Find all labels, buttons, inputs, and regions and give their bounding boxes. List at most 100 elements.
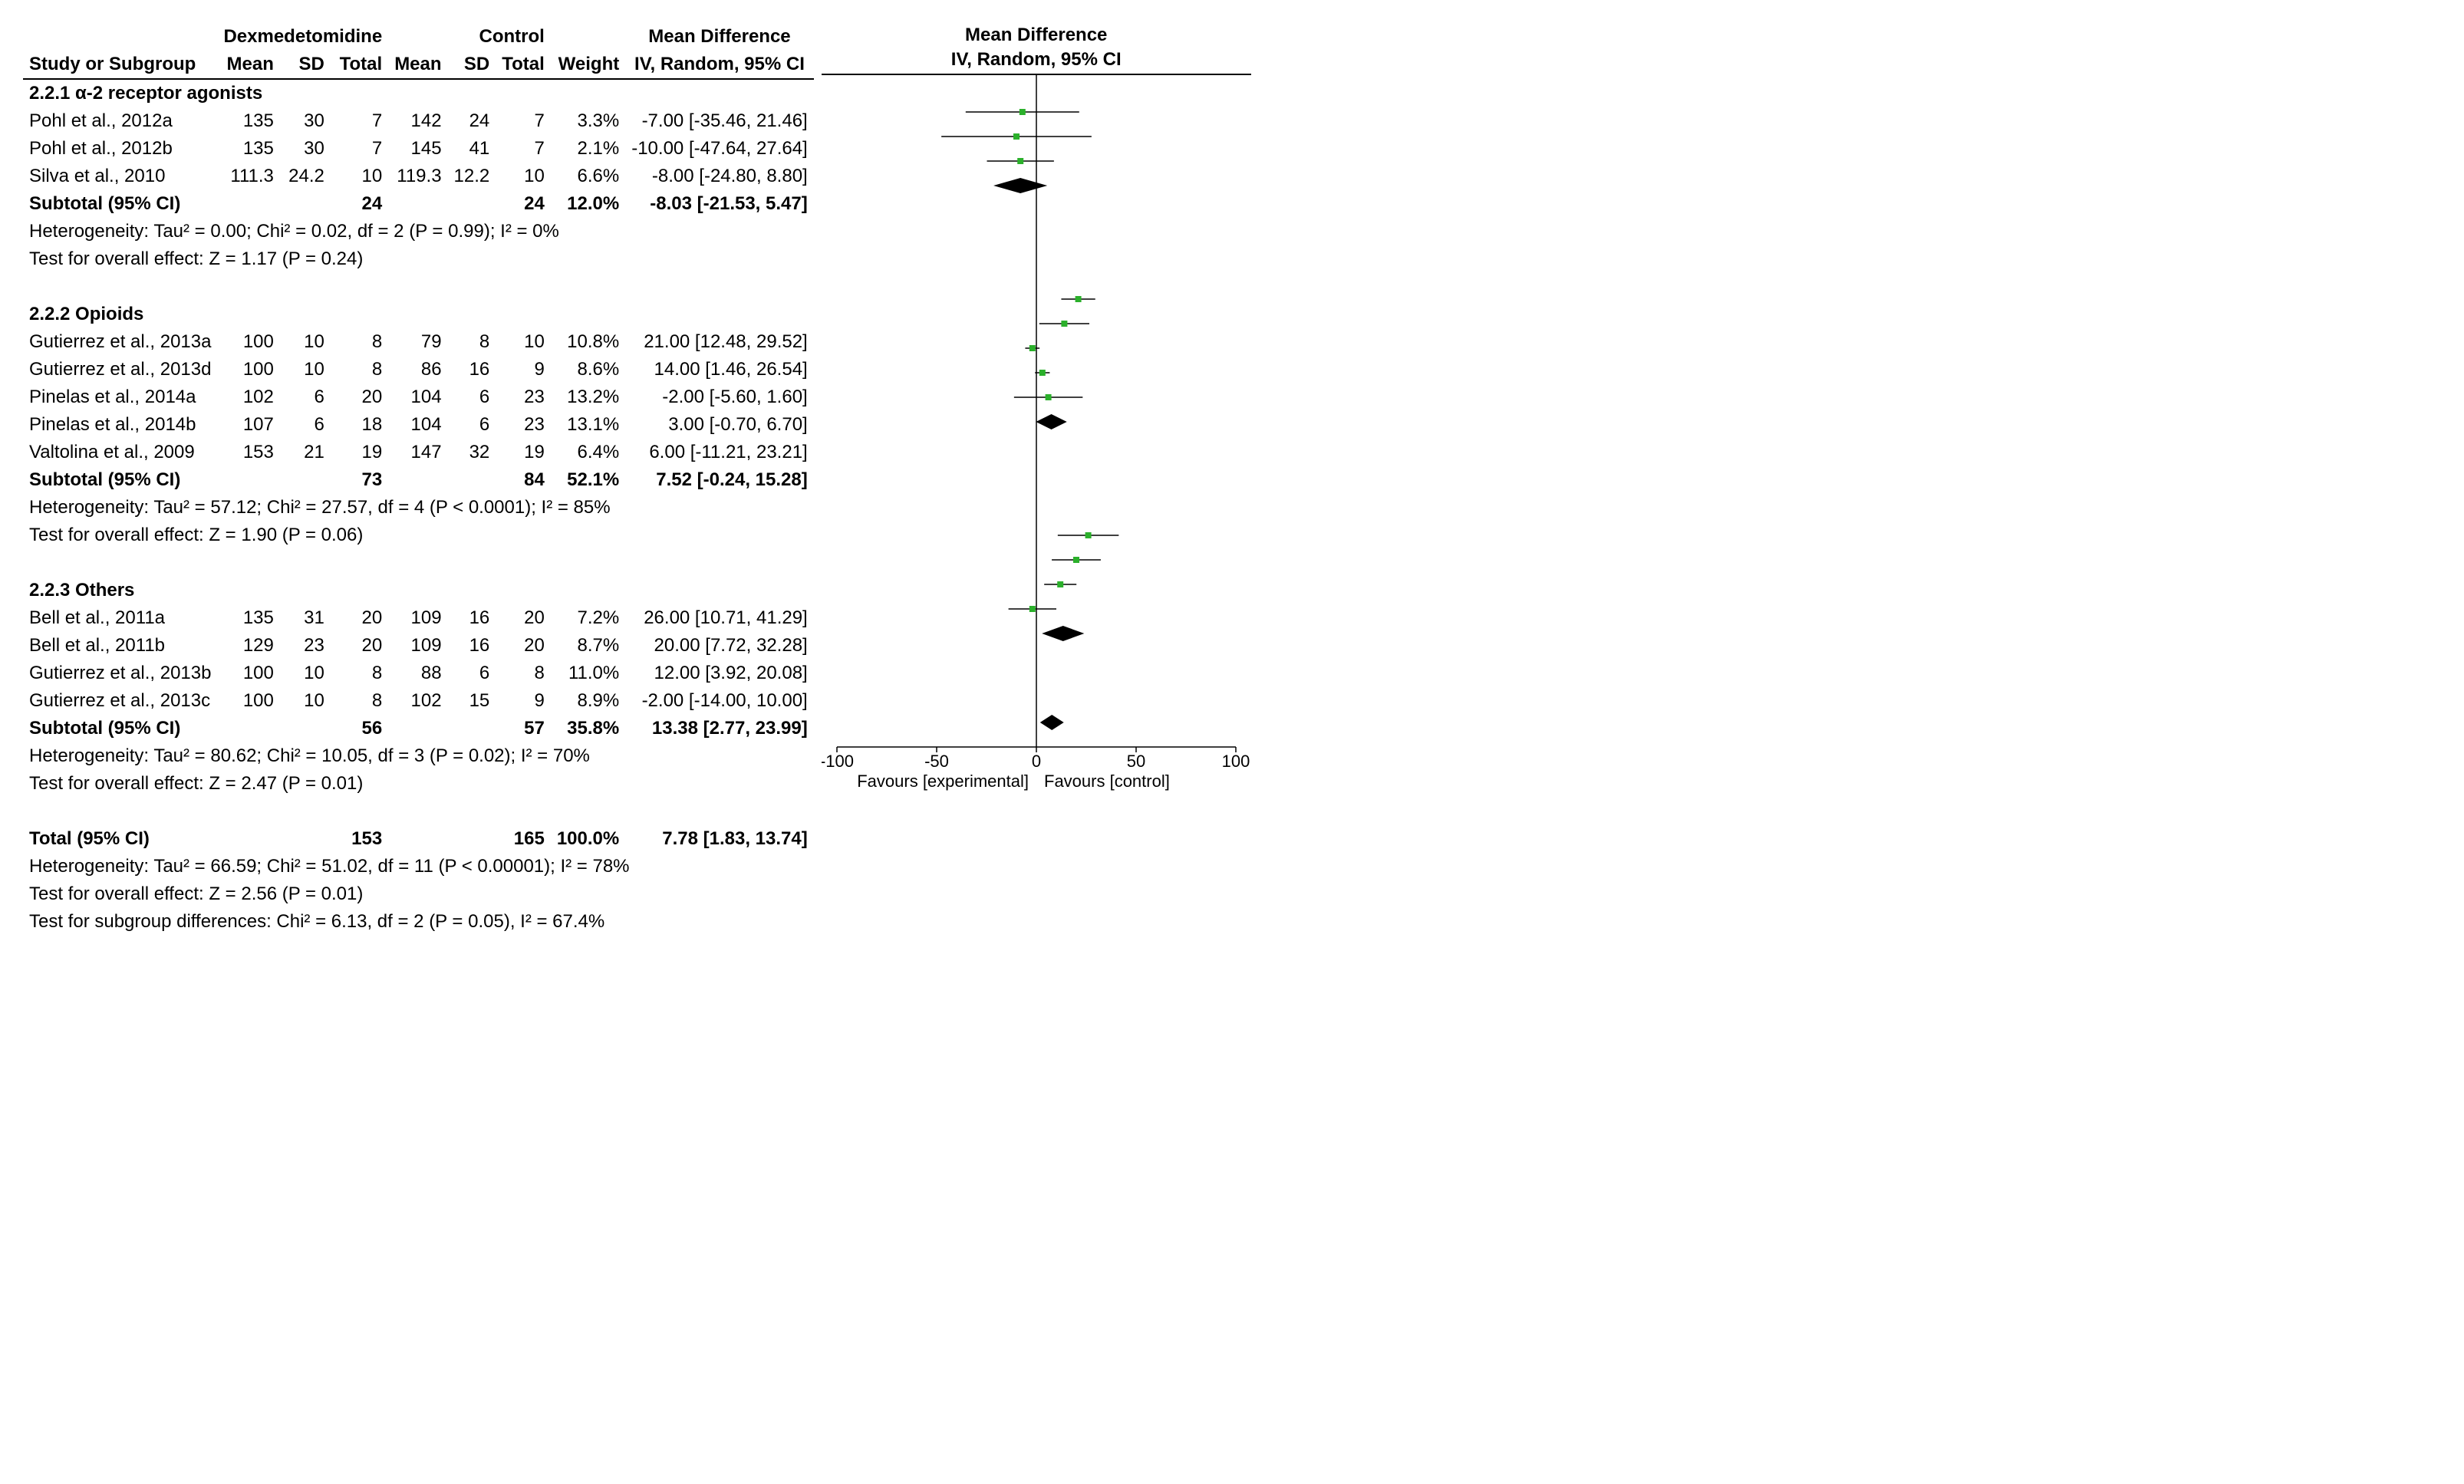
- exp-mean: 135: [217, 604, 279, 632]
- exp-n: 7: [331, 135, 388, 163]
- ctrl-sd: 12.2: [448, 163, 496, 190]
- subtotal-effect: -8.03 [-21.53, 5.47]: [625, 190, 814, 218]
- heterogeneity-text: Heterogeneity: Tau² = 80.62; Chi² = 10.0…: [23, 742, 814, 770]
- ctrl-mean: 102: [388, 687, 447, 715]
- total-het: Heterogeneity: Tau² = 66.59; Chi² = 51.0…: [23, 853, 814, 880]
- exp-mean: 129: [217, 632, 279, 660]
- total-weight: 100.0%: [551, 825, 625, 853]
- exp-n: 19: [331, 439, 388, 466]
- col-exp-sd: SD: [280, 51, 331, 79]
- ctrl-n: 7: [496, 135, 551, 163]
- effect: 26.00 [10.71, 41.29]: [625, 604, 814, 632]
- table-row: Heterogeneity: Tau² = 0.00; Chi² = 0.02,…: [23, 218, 814, 245]
- col-ctrl-mean: Mean: [388, 51, 447, 79]
- table-row: 2.2.1 α-2 receptor agonists: [23, 79, 814, 107]
- overall-effect-text: Test for overall effect: Z = 1.90 (P = 0…: [23, 522, 814, 549]
- effect: -10.00 [-47.64, 27.64]: [625, 135, 814, 163]
- table-row: Total (95% CI)153165100.0%7.78 [1.83, 13…: [23, 825, 814, 853]
- ctrl-sd: 24: [448, 107, 496, 135]
- ctrl-sd: 41: [448, 135, 496, 163]
- tick-label: 100: [1221, 752, 1250, 771]
- effect: 12.00 [3.92, 20.08]: [625, 660, 814, 687]
- point-estimate-marker: [1061, 321, 1067, 327]
- point-estimate-marker: [1020, 109, 1026, 115]
- ctrl-sd: 16: [448, 632, 496, 660]
- study-name: Valtolina et al., 2009: [23, 439, 217, 466]
- exp-n: 20: [331, 632, 388, 660]
- point-estimate-marker: [1075, 296, 1081, 302]
- ctrl-mean: 147: [388, 439, 447, 466]
- subtotal-exp-n: 73: [331, 466, 388, 494]
- study-name: Gutierrez et al., 2013b: [23, 660, 217, 687]
- weight: 8.7%: [551, 632, 625, 660]
- col-exp-mean: Mean: [217, 51, 279, 79]
- weight: 13.1%: [551, 411, 625, 439]
- table-row: Subtotal (95% CI)565735.8%13.38 [2.77, 2…: [23, 715, 814, 742]
- summary-diamond: [993, 178, 1047, 193]
- effect: -2.00 [-14.00, 10.00]: [625, 687, 814, 715]
- table-row: Gutierrez et al., 2013a1001087981010.8%2…: [23, 328, 814, 356]
- table-row: Subtotal (95% CI)738452.1%7.52 [-0.24, 1…: [23, 466, 814, 494]
- ctrl-n: 9: [496, 687, 551, 715]
- subgroup-title: 2.2.1 α-2 receptor agonists: [23, 79, 814, 107]
- subgroup-diff-test: Test for subgroup differences: Chi² = 6.…: [23, 908, 814, 936]
- exp-sd: 10: [280, 687, 331, 715]
- favours-right-label: Favours [control]: [1044, 772, 1170, 791]
- ctrl-sd: 16: [448, 604, 496, 632]
- table-row: Bell et al., 2011a135312010916207.2%26.0…: [23, 604, 814, 632]
- weight: 8.6%: [551, 356, 625, 383]
- col-study: Study or Subgroup: [23, 51, 217, 79]
- exp-sd: 24.2: [280, 163, 331, 190]
- ctrl-sd: 32: [448, 439, 496, 466]
- overall-effect-text: Test for overall effect: Z = 1.17 (P = 0…: [23, 245, 814, 273]
- table-row: Pinelas et al., 2014a10262010462313.2%-2…: [23, 383, 814, 411]
- ctrl-mean: 145: [388, 135, 447, 163]
- plot-title: Mean Difference: [822, 23, 1251, 48]
- study-name: Gutierrez et al., 2013a: [23, 328, 217, 356]
- ctrl-mean: 119.3: [388, 163, 447, 190]
- total-effect: 7.78 [1.83, 13.74]: [625, 825, 814, 853]
- ctrl-mean: 104: [388, 383, 447, 411]
- weight: 6.4%: [551, 439, 625, 466]
- ctrl-sd: 8: [448, 328, 496, 356]
- study-name: Bell et al., 2011a: [23, 604, 217, 632]
- total-test: Test for overall effect: Z = 2.56 (P = 0…: [23, 880, 814, 908]
- ctrl-sd: 16: [448, 356, 496, 383]
- ctrl-sd: 6: [448, 660, 496, 687]
- exp-mean: 100: [217, 356, 279, 383]
- study-name: Gutierrez et al., 2013c: [23, 687, 217, 715]
- overall-effect-text: Test for overall effect: Z = 2.47 (P = 0…: [23, 770, 814, 798]
- study-name: Pohl et al., 2012a: [23, 107, 217, 135]
- table-row: Valtolina et al., 2009153211914732196.4%…: [23, 439, 814, 466]
- table-row: Bell et al., 2011b129232010916208.7%20.0…: [23, 632, 814, 660]
- subtotal-exp-n: 24: [331, 190, 388, 218]
- table-row: Pinelas et al., 2014b10761810462313.1%3.…: [23, 411, 814, 439]
- exp-mean: 107: [217, 411, 279, 439]
- col-effect: IV, Random, 95% CI: [625, 51, 814, 79]
- tick-label: -50: [924, 752, 949, 771]
- exp-n: 18: [331, 411, 388, 439]
- col-ctrl-total: Total: [496, 51, 551, 79]
- exp-n: 8: [331, 328, 388, 356]
- ctrl-mean: 79: [388, 328, 447, 356]
- heterogeneity-text: Heterogeneity: Tau² = 57.12; Chi² = 27.5…: [23, 494, 814, 522]
- table-row: Test for overall effect: Z = 2.47 (P = 0…: [23, 770, 814, 798]
- table-row: [23, 798, 814, 825]
- favours-left-label: Favours [experimental]: [857, 772, 1029, 791]
- study-name: Gutierrez et al., 2013d: [23, 356, 217, 383]
- table-row: Heterogeneity: Tau² = 57.12; Chi² = 27.5…: [23, 494, 814, 522]
- exp-sd: 6: [280, 383, 331, 411]
- table-row: Test for overall effect: Z = 1.17 (P = 0…: [23, 245, 814, 273]
- subtotal-weight: 52.1%: [551, 466, 625, 494]
- study-name: Silva et al., 2010: [23, 163, 217, 190]
- effect-title: Mean Difference: [625, 23, 814, 51]
- exp-sd: 21: [280, 439, 331, 466]
- ctrl-n: 10: [496, 328, 551, 356]
- weight: 11.0%: [551, 660, 625, 687]
- weight: 3.3%: [551, 107, 625, 135]
- subtotal-ctrl-n: 24: [496, 190, 551, 218]
- effect: 21.00 [12.48, 29.52]: [625, 328, 814, 356]
- ctrl-mean: 104: [388, 411, 447, 439]
- exp-mean: 100: [217, 660, 279, 687]
- exp-n: 20: [331, 604, 388, 632]
